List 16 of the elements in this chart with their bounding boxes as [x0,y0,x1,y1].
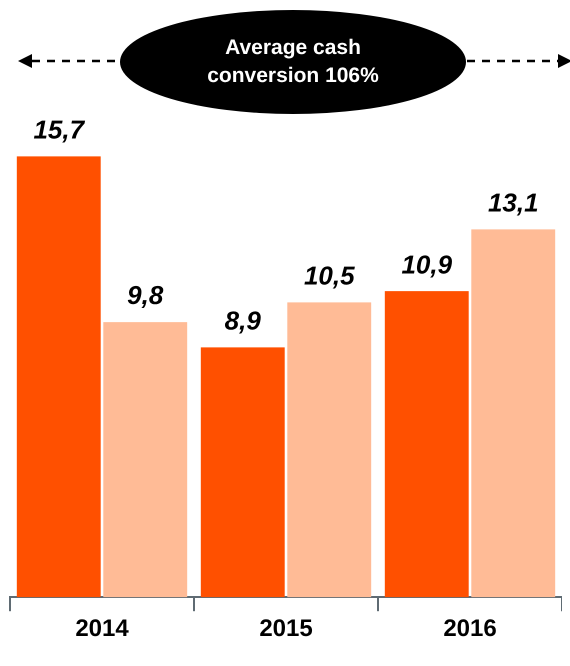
bar [16,156,101,598]
data-label: 13,1 [488,188,539,218]
data-label: 9,8 [127,280,164,310]
x-tick-label: 2015 [259,615,313,642]
bar [103,322,188,598]
bar [200,347,285,598]
data-label: 10,5 [304,260,356,291]
data-label: 8,9 [224,306,262,336]
data-label: 10,9 [401,249,453,280]
bar [384,291,469,598]
x-tick-label: 2016 [443,615,497,642]
x-tick-label: 2014 [75,615,130,642]
data-label: 15,7 [33,114,86,145]
text: Average cash conversion 106% [206,35,380,89]
bar [471,229,556,598]
bar [287,302,372,598]
